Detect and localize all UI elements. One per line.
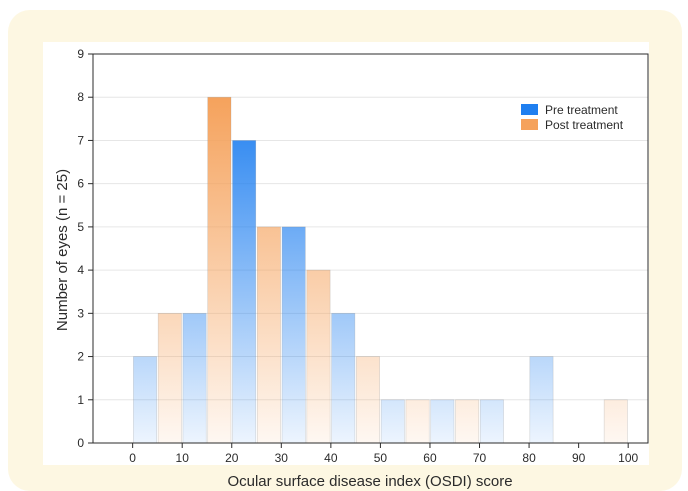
pre-treatment-bar [331,313,356,444]
x-axis-label: Ocular surface disease index (OSDI) scor… [227,473,512,490]
x-tick-label: 50 [374,451,388,465]
post-treatment-bar [603,399,628,444]
y-tick-label: 5 [77,220,84,234]
legend-swatch [521,119,538,130]
x-tick-label: 90 [572,451,586,465]
x-tick-label: 10 [176,451,190,465]
x-tick-label: 60 [423,451,437,465]
pre-treatment-bar [133,356,157,444]
pre-treatment-bar [529,356,554,444]
plot-frame [92,53,649,444]
post-treatment-bar [157,313,182,444]
x-tick-label: 40 [324,451,338,465]
legend-label: Pre treatment [545,103,618,117]
x-tick-label: 80 [522,451,536,465]
gridlines [93,53,648,401]
y-tick-label: 4 [77,263,84,277]
y-tick-label: 2 [77,350,84,364]
y-tick-label: 7 [77,133,84,147]
x-tick-label: 20 [225,451,239,465]
post-treatment-bar [405,399,430,444]
pre-treatment-bar [380,399,405,444]
legend-swatch [521,104,538,115]
post-treatment-bar [207,96,232,444]
x-tick-label: 0 [129,451,136,465]
y-tick-label: 6 [77,177,84,191]
y-tick-label: 8 [77,90,84,104]
post-treatment-bar [256,226,281,444]
y-axis-label: Number of eyes (n = 25) [54,169,71,331]
x-tick-label: 30 [275,451,289,465]
legend-label: Post treatment [545,118,624,132]
y-tick-label: 9 [77,47,84,61]
pre-treatment-bar [430,399,455,444]
post-treatment-bar [356,356,380,444]
x-tick-label: 100 [618,451,638,465]
y-tick-label: 1 [77,393,84,407]
pre-treatment-bar [232,140,257,444]
x-tick-label: 70 [473,451,487,465]
y-tick-label: 0 [77,436,84,450]
pre-treatment-bar [479,399,504,444]
post-treatment-bar [306,269,331,444]
bars [133,96,628,444]
y-tick-label: 3 [77,306,84,320]
pre-treatment-bar [182,313,207,444]
pre-treatment-bar [281,226,306,444]
post-treatment-bar [455,399,480,444]
